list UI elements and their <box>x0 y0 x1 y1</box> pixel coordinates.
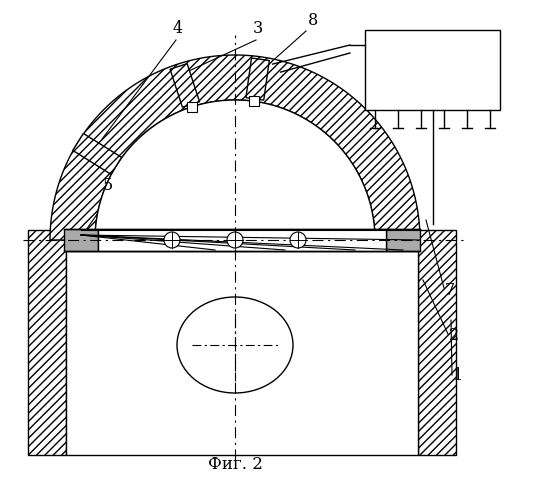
Circle shape <box>164 232 180 248</box>
Polygon shape <box>95 100 375 240</box>
Text: 8: 8 <box>308 12 318 29</box>
Polygon shape <box>28 230 66 455</box>
Polygon shape <box>249 96 260 106</box>
Polygon shape <box>98 229 386 251</box>
Polygon shape <box>246 58 269 100</box>
Polygon shape <box>386 229 420 251</box>
Polygon shape <box>187 102 197 112</box>
Text: Фиг. 2: Фиг. 2 <box>208 456 262 473</box>
Circle shape <box>227 232 243 248</box>
Polygon shape <box>66 251 418 455</box>
Polygon shape <box>170 64 199 108</box>
Polygon shape <box>73 134 121 174</box>
Text: 2: 2 <box>449 327 459 344</box>
Circle shape <box>290 232 306 248</box>
Polygon shape <box>64 229 98 251</box>
Text: 7: 7 <box>445 282 455 299</box>
Text: 5: 5 <box>103 177 113 194</box>
Text: 1: 1 <box>453 367 463 384</box>
Text: 3: 3 <box>253 20 263 37</box>
Text: 4: 4 <box>173 20 183 37</box>
Polygon shape <box>365 30 500 110</box>
Polygon shape <box>418 230 456 455</box>
Polygon shape <box>50 55 420 240</box>
